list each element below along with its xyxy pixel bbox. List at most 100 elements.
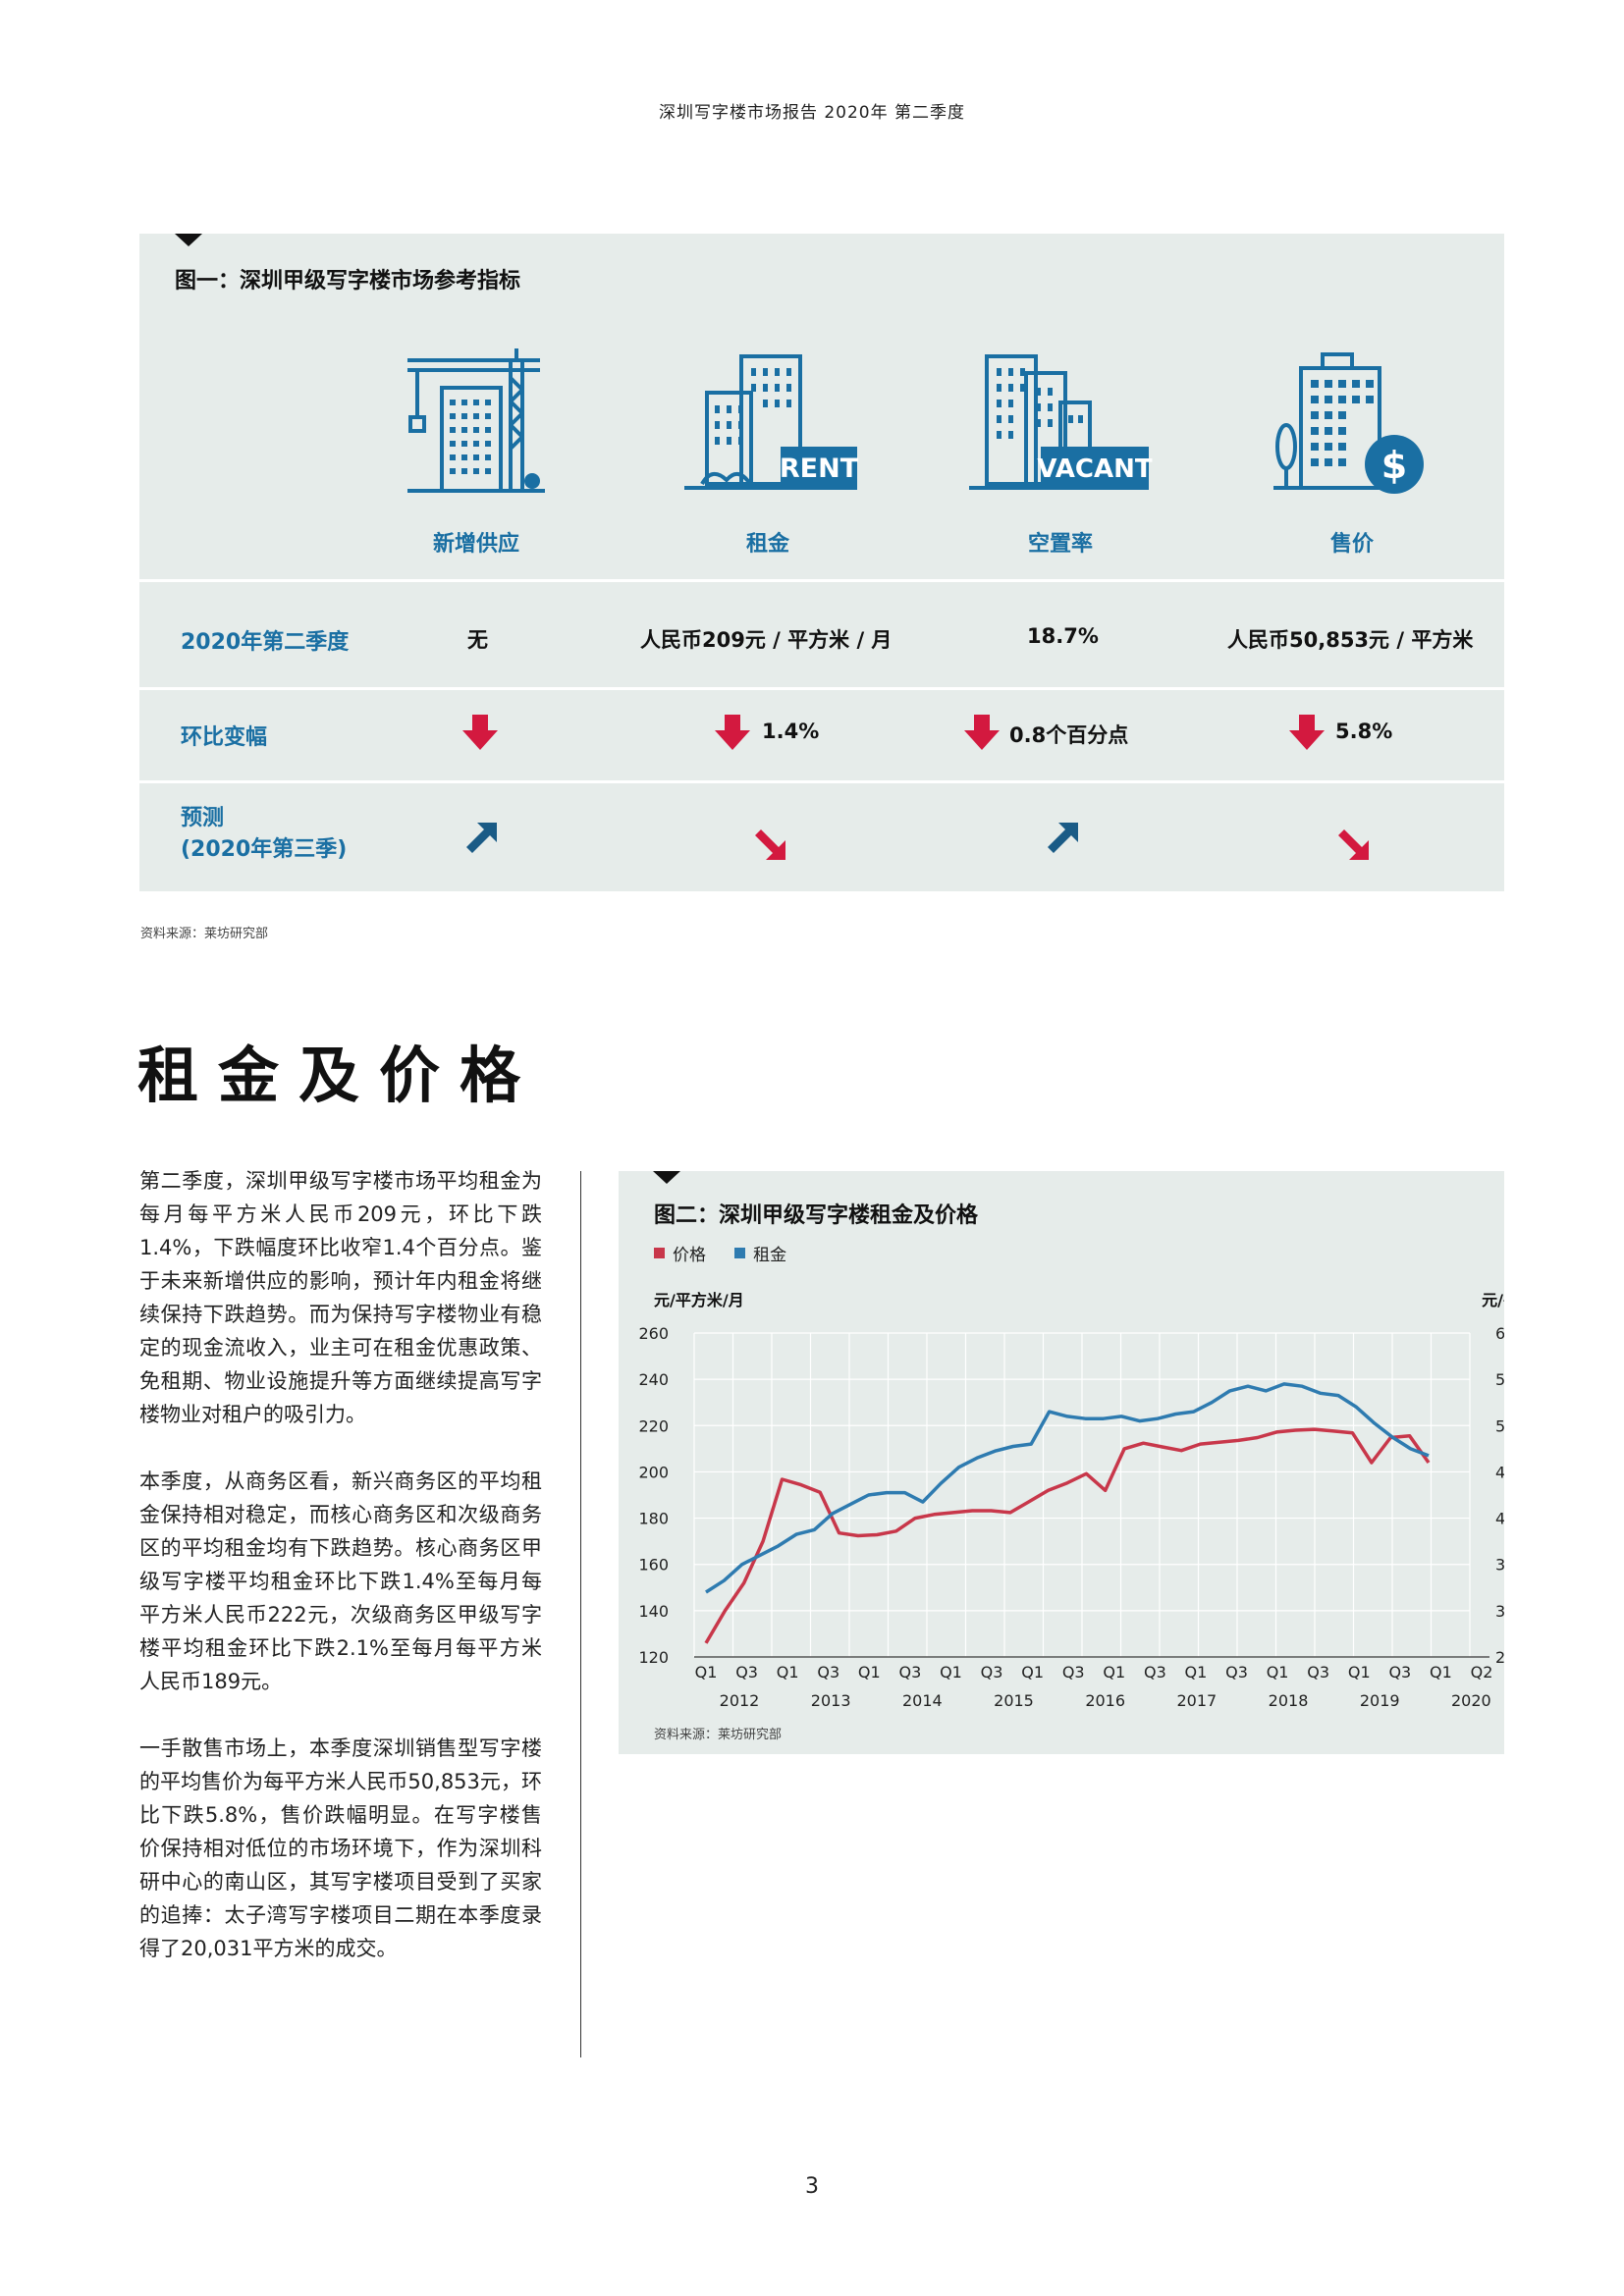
report-header: 深圳写字楼市场报告 2020年 第二季度: [658, 103, 966, 123]
figure1-source: 资料来源：莱坊研究部: [140, 927, 269, 941]
cell-supply-value: 无: [467, 628, 488, 652]
legend-price: 价格: [654, 1241, 706, 1265]
forecast-label-line2: (2020年第三季): [181, 837, 348, 862]
y-tick-left: 240: [638, 1370, 669, 1389]
y-tick-left: 180: [638, 1510, 669, 1528]
x-tick-quarter: Q3: [1225, 1663, 1248, 1682]
y-tick-right: 35,000: [1495, 1556, 1504, 1575]
dollar-building-icon: $: [1273, 352, 1424, 494]
down-right-arrow-icon: [755, 829, 785, 860]
up-right-arrow-icon: [1048, 823, 1078, 853]
x-tick-quarter: Q3: [981, 1663, 1003, 1682]
cell-vacancy-value: 18.7%: [1027, 624, 1099, 648]
figure2-marker: [653, 1171, 680, 1184]
body-text: 第二季度，深圳甲级写字楼市场平均租金为每月每平方米人民币209元，环比下跌1.4…: [139, 1164, 542, 1999]
x-tick-year: 2013: [811, 1691, 851, 1710]
x-tick-year: 2012: [720, 1691, 760, 1710]
vacant-icon-text: VACANT: [1037, 454, 1152, 484]
col-label-rent: 租金: [745, 532, 789, 557]
x-tick-quarter: Q3: [1388, 1663, 1411, 1682]
rent-price-chart: 120 25,000 140 30,000 160 35,000 180 40,000 200 4…: [638, 1291, 1504, 1710]
x-tick-quarter: Q3: [1144, 1663, 1166, 1682]
legend-rent: 租金: [734, 1241, 786, 1265]
legend-price-swatch: [654, 1248, 665, 1258]
y-tick-right: 60,000: [1495, 1324, 1504, 1343]
x-tick-quarter: Q2: [1471, 1663, 1493, 1682]
rent-series-line: [705, 1382, 1430, 1594]
paragraph-rent: 第二季度，深圳甲级写字楼市场平均租金为每月每平方米人民币209元，环比下跌1.4…: [139, 1169, 542, 1426]
x-tick-year: 2016: [1085, 1691, 1125, 1710]
vacant-building-icon: VACANT: [969, 354, 1153, 490]
x-tick-quarter: Q1: [858, 1663, 881, 1682]
row-divider: [139, 579, 1504, 582]
row-label-q2: 2020年第二季度: [181, 630, 350, 655]
y-tick-left: 260: [638, 1324, 669, 1343]
figure2-source: 资料来源：莱坊研究部: [654, 1728, 783, 1742]
legend-price-label: 价格: [673, 1246, 706, 1265]
y-tick-right: 45,000: [1495, 1463, 1504, 1481]
y-axis-label-right: 元/平方米: [1482, 1291, 1504, 1309]
cell-rent-value: 人民币209元 / 平方米 / 月: [640, 628, 893, 652]
x-tick-year: 2014: [902, 1691, 943, 1710]
x-tick-quarter: Q1: [1021, 1663, 1044, 1682]
cell-price-value: 人民币50,853元 / 平方米: [1227, 628, 1474, 652]
figure1-title: 图一：深圳甲级写字楼市场参考指标: [175, 269, 521, 294]
x-tick-quarter: Q1: [940, 1663, 962, 1682]
x-tick-year: 2015: [994, 1691, 1034, 1710]
row-label-qoq: 环比变幅: [181, 725, 268, 750]
legend-rent-label: 租金: [753, 1246, 787, 1265]
x-tick-quarter: Q3: [1062, 1663, 1085, 1682]
down-arrow-icon: [715, 715, 750, 750]
x-tick-quarter: Q3: [735, 1663, 758, 1682]
x-tick-year: 2018: [1269, 1691, 1309, 1710]
price-series-line: [704, 1427, 1431, 1644]
cell-rent-change: 1.4%: [762, 720, 820, 743]
down-arrow-icon: [964, 715, 1000, 750]
down-arrow-icon: [462, 715, 498, 750]
x-tick-quarter: Q1: [695, 1663, 718, 1682]
cell-vacancy-change: 0.8个百分点: [1009, 723, 1129, 747]
dollar-icon-text: $: [1381, 444, 1407, 487]
x-tick-quarter: Q3: [1307, 1663, 1329, 1682]
y-tick-right: 50,000: [1495, 1416, 1504, 1435]
y-tick-left: 160: [638, 1556, 669, 1575]
chart-legend: 价格 租金: [654, 1241, 810, 1265]
cell-price-change: 5.8%: [1335, 720, 1393, 743]
section-title: 租金及价格: [137, 1040, 541, 1111]
down-arrow-icon: [1289, 715, 1325, 750]
figure2-title: 图二：深圳甲级写字楼租金及价格: [654, 1203, 979, 1228]
y-tick-right: 30,000: [1495, 1602, 1504, 1621]
y-tick-left: 200: [638, 1463, 669, 1481]
y-tick-right: 25,000: [1495, 1648, 1504, 1667]
x-tick-quarter: Q3: [899, 1663, 922, 1682]
row-divider: [139, 780, 1504, 783]
down-right-arrow-icon: [1338, 829, 1369, 860]
x-tick-year: 2017: [1176, 1691, 1217, 1710]
y-axis-label-left: 元/平方米/月: [654, 1291, 744, 1309]
paragraph-districts: 本季度，从商务区看，新兴商务区的平均租金保持相对稳定，而核心商务区和次级商务区的…: [139, 1469, 542, 1693]
x-tick-year: 2020: [1451, 1691, 1491, 1710]
paragraph-sales: 一手散售市场上，本季度深圳销售型写字楼的平均售价为每平方米人民币50,853元，…: [139, 1736, 542, 1960]
rent-building-icon: RENT: [684, 354, 859, 490]
y-tick-left: 140: [638, 1602, 669, 1621]
x-tick-year: 2019: [1360, 1691, 1400, 1710]
rent-icon-text: RENT: [780, 454, 859, 484]
figure1-panel: [139, 234, 1504, 891]
x-tick-quarter: Q1: [1185, 1663, 1208, 1682]
row-label-forecast: 预测 (2020年第三季): [181, 803, 347, 866]
x-tick-quarter: Q1: [1103, 1663, 1125, 1682]
figure1-marker: [175, 234, 202, 246]
up-right-arrow-icon: [466, 823, 497, 853]
y-tick-left: 220: [638, 1416, 669, 1435]
x-tick-quarter: Q1: [1430, 1663, 1452, 1682]
row-divider: [139, 687, 1504, 690]
page-number: 3: [805, 2174, 819, 2199]
x-tick-quarter: Q1: [1348, 1663, 1371, 1682]
y-tick-right: 55,000: [1495, 1370, 1504, 1389]
x-tick-quarter: Q1: [1267, 1663, 1289, 1682]
x-tick-quarter: Q3: [817, 1663, 839, 1682]
x-tick-quarter: Q1: [777, 1663, 799, 1682]
legend-rent-swatch: [734, 1248, 746, 1258]
forecast-label-line1: 预测: [181, 806, 225, 830]
y-tick-right: 40,000: [1495, 1510, 1504, 1528]
